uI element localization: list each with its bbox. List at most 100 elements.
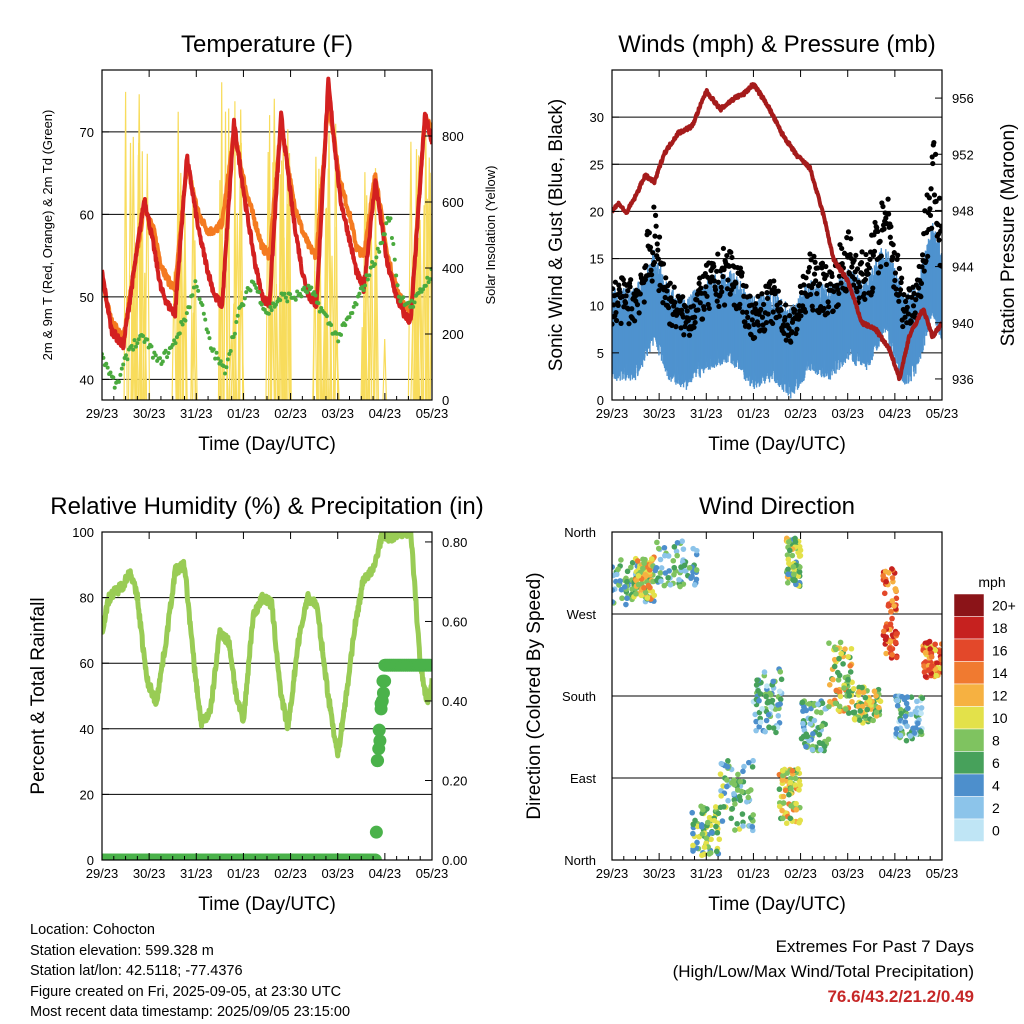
gust-point — [903, 298, 909, 305]
dewpoint-point — [214, 350, 219, 355]
solar-spike — [317, 184, 323, 400]
direction-point — [699, 852, 705, 859]
direction-point — [776, 803, 783, 810]
x-tick-label: 29/23 — [86, 406, 119, 421]
gust-point — [909, 294, 915, 300]
dewpoint-point — [374, 255, 379, 260]
direction-point — [862, 694, 869, 701]
gust-point — [918, 294, 924, 300]
dewpoint-point — [173, 341, 178, 346]
gust-point — [877, 238, 883, 244]
gust-point — [719, 289, 725, 295]
chart-title: Temperature (F) — [181, 31, 353, 58]
gust-point — [839, 245, 845, 252]
gust-point — [727, 291, 733, 297]
direction-point — [834, 669, 841, 676]
rh-chart: 29/23 30/23 31/23 01/23 02/23 03/23 04/23 05/23… — [28, 493, 484, 915]
dewpoint-point — [347, 315, 352, 320]
solar-spike — [223, 111, 228, 400]
direction-point — [826, 640, 832, 646]
direction-point — [893, 726, 900, 732]
direction-point — [921, 669, 928, 675]
gust-point — [770, 320, 776, 327]
dewpoint-point — [163, 348, 168, 353]
direction-point — [719, 818, 726, 824]
direction-point — [645, 582, 652, 589]
y-tick-label: East — [570, 771, 596, 786]
gust-point — [870, 285, 876, 291]
y2-tick-label: 400 — [442, 261, 464, 276]
temp-chart: 29/23 30/23 31/23 01/23 02/23 03/23 04/23 05/23… — [40, 31, 498, 455]
direction-point — [785, 571, 791, 578]
gust-point — [938, 223, 942, 229]
gust-point — [761, 301, 767, 308]
direction-point — [800, 708, 806, 714]
direction-point — [750, 812, 756, 818]
gust-point — [811, 271, 818, 277]
dewpoint-point — [136, 337, 141, 342]
dewpoint-point — [104, 361, 109, 366]
direction-point — [709, 829, 715, 836]
direction-point — [735, 771, 741, 778]
x-tick-label: 01/23 — [737, 406, 770, 421]
gust-point — [669, 322, 675, 328]
legend-swatch — [953, 661, 985, 685]
direction-point — [891, 603, 897, 609]
direction-point — [782, 787, 789, 794]
direction-point — [866, 698, 873, 705]
direction-point — [635, 581, 642, 588]
direction-point — [779, 767, 786, 774]
gust-point — [854, 266, 861, 272]
y2-tick-label: 0.20 — [442, 773, 467, 788]
extremes-subtitle: (High/Low/Max Wind/Total Precipitation) — [672, 962, 974, 981]
dewpoint-point — [242, 296, 247, 301]
dewpoint-point — [102, 355, 106, 360]
direction-point — [671, 571, 677, 578]
direction-point — [800, 720, 806, 727]
dewpoint-point — [375, 246, 380, 251]
x-tick-label: 29/23 — [596, 866, 629, 881]
gust-point — [933, 198, 939, 204]
direction-point — [793, 800, 799, 807]
dewpoint-point — [200, 302, 205, 307]
dewpoint-point — [184, 311, 189, 316]
dewpoint-point — [204, 327, 209, 332]
y2-tick-label: 0.80 — [442, 535, 467, 550]
dewpoint-point — [194, 284, 199, 289]
direction-point — [832, 700, 839, 707]
dewpoint-point — [395, 283, 400, 288]
x-tick-label: 02/23 — [784, 406, 817, 421]
gust-point — [819, 260, 826, 266]
dewpoint-point — [124, 353, 129, 358]
gust-point — [900, 323, 906, 330]
direction-point — [785, 566, 791, 573]
direction-point — [918, 710, 924, 717]
direction-point — [893, 697, 900, 704]
direction-point — [796, 569, 803, 575]
legend-label: 16 — [992, 642, 1008, 658]
direction-point — [792, 782, 799, 788]
x-tick-label: 02/23 — [274, 406, 307, 421]
y-tick-label: North — [564, 525, 596, 540]
direction-point — [796, 543, 803, 550]
x-tick-label: 05/23 — [926, 866, 959, 881]
gust-point — [798, 313, 804, 319]
dewpoint-point — [132, 338, 137, 343]
dewpoint-point — [223, 371, 228, 376]
gust-point — [663, 275, 669, 281]
direction-point — [753, 718, 759, 725]
gust-point — [786, 325, 792, 331]
gust-point — [770, 309, 776, 315]
gust-point — [908, 319, 914, 325]
y-axis-label: 2m & 9m T (Red, Orange) & 2m Td (Green) — [40, 110, 55, 361]
gust-point — [938, 228, 942, 234]
direction-point — [759, 705, 765, 712]
dewpoint-point — [334, 331, 339, 336]
direction-point — [807, 721, 814, 727]
gust-point — [646, 230, 652, 236]
direction-point — [826, 682, 833, 688]
gust-point — [827, 281, 833, 287]
gust-point — [889, 254, 896, 260]
direction-point — [698, 824, 705, 830]
direction-point — [902, 719, 909, 725]
